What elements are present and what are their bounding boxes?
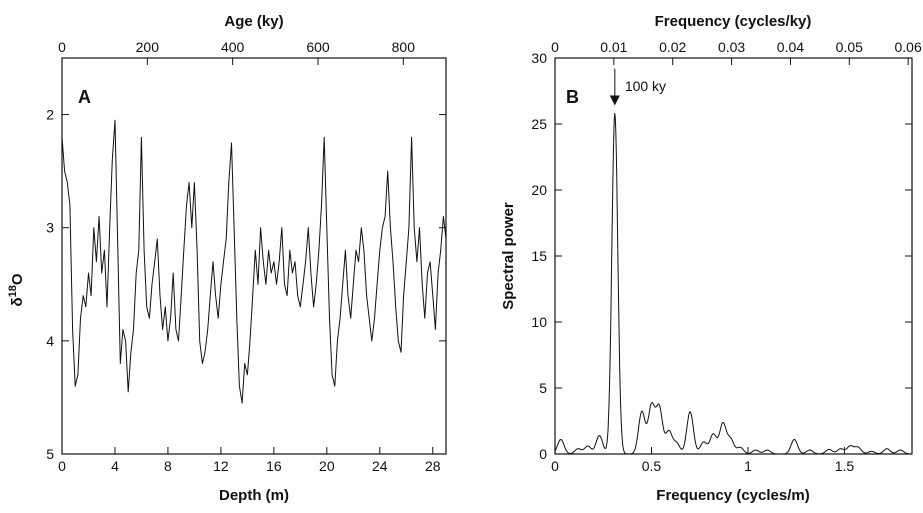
a-top-tick-label: 200 — [136, 39, 160, 55]
b-y-tick-label: 10 — [531, 314, 547, 330]
b-top-tick-label: 0.05 — [836, 39, 863, 55]
y-title-delta: δ — [9, 297, 26, 306]
a-y-tick-label: 3 — [46, 220, 54, 236]
panel-a-frame — [61, 57, 447, 455]
panel-b-top-axis-title: Frequency (cycles/ky) — [655, 13, 812, 30]
a-bottom-tick-label: 28 — [425, 458, 441, 474]
b-y-tick-label: 15 — [531, 248, 547, 264]
panel-a: A Age (ky) Depth (m) δ18O 0 4 8 12 16 20 24 280… — [7, 13, 447, 504]
panel-a-ticks: 0 4 8 12 16 20 24 28 0 200 400 600 800 2 3 4 5 — [46, 39, 446, 474]
b-top-tick-label: 0.03 — [718, 39, 745, 55]
b-top-tick-label: 0.01 — [600, 39, 627, 55]
b-top-tick-label: 0.04 — [777, 39, 804, 55]
panel-a-bottom-axis-title: Depth (m) — [219, 487, 289, 504]
b-bottom-tick-label: 1 — [744, 458, 752, 474]
a-y-tick-label: 2 — [46, 107, 54, 123]
a-bottom-tick-label: 4 — [111, 458, 119, 474]
a-top-tick-label: 0 — [58, 39, 66, 55]
a-bottom-tick-label: 20 — [319, 458, 335, 474]
panel-b-bottom-axis-title: Frequency (cycles/m) — [656, 487, 809, 504]
b-top-tick-label: 0 — [551, 39, 559, 55]
a-y-tick-label: 5 — [46, 446, 54, 462]
panel-b-y-axis-title: Spectral power — [500, 202, 517, 310]
b-y-tick-label: 20 — [531, 182, 547, 198]
panel-b-ticks: 0 0.5 1 1.5 0 0.01 0.02 0.03 0.04 0.05 0.06 0 5 10 15 2… — [531, 39, 922, 474]
panel-b-spectrum-line — [554, 112, 912, 455]
panel-b-frame — [554, 57, 913, 455]
y-title-subscript: O — [9, 273, 26, 285]
b-bottom-tick-label: 1.5 — [835, 458, 855, 474]
panel-a-top-axis-title: Age (ky) — [224, 13, 283, 30]
annotation-100ky-label: 100 ky — [625, 78, 666, 94]
b-y-tick-label: 30 — [531, 50, 547, 66]
y-title-superscript: 18 — [7, 285, 19, 297]
b-y-tick-label: 5 — [539, 380, 547, 396]
b-y-tick-label: 0 — [539, 446, 547, 462]
b-top-tick-label: 0.06 — [895, 39, 922, 55]
a-bottom-tick-label: 8 — [164, 458, 172, 474]
panel-a-series-line — [61, 119, 447, 404]
b-top-tick-label: 0.02 — [659, 39, 686, 55]
a-bottom-tick-label: 0 — [58, 458, 66, 474]
panel-a-label: A — [78, 87, 91, 107]
b-bottom-tick-label: 0.5 — [642, 458, 662, 474]
a-bottom-tick-label: 24 — [372, 458, 388, 474]
b-y-tick-label: 25 — [531, 116, 547, 132]
a-bottom-tick-label: 12 — [213, 458, 229, 474]
a-bottom-tick-label: 16 — [266, 458, 282, 474]
a-top-tick-label: 800 — [392, 39, 416, 55]
panel-a-y-axis-title: δ18O — [7, 273, 26, 306]
annotation-arrow-head — [609, 95, 620, 106]
a-top-tick-label: 600 — [306, 39, 330, 55]
b-bottom-tick-label: 0 — [551, 458, 559, 474]
panel-b-label: B — [566, 87, 579, 107]
a-top-tick-label: 400 — [221, 39, 245, 55]
a-y-tick-label: 4 — [46, 333, 54, 349]
panel-b: B Frequency (cycles/ky) Frequency (cycle… — [500, 13, 922, 504]
